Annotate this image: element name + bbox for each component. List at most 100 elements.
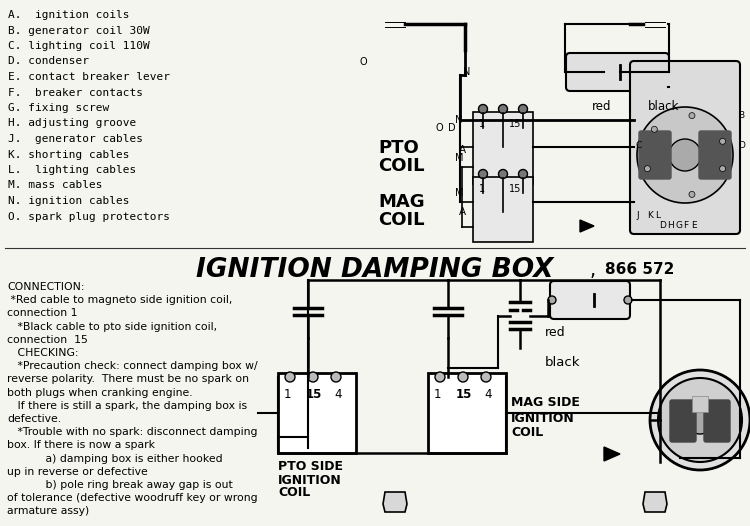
Circle shape — [651, 126, 657, 132]
Text: F: F — [683, 220, 688, 229]
Bar — [692, 396, 708, 412]
Text: M: M — [455, 188, 464, 198]
Text: *Precaution check: connect damping box w/: *Precaution check: connect damping box w… — [7, 361, 258, 371]
Text: O: O — [360, 57, 368, 67]
Text: CHECKING:: CHECKING: — [7, 348, 79, 358]
Text: PTO SIDE: PTO SIDE — [278, 460, 343, 473]
Text: J.  generator cables: J. generator cables — [8, 134, 143, 144]
Text: J: J — [636, 211, 638, 220]
Text: IGNITION: IGNITION — [511, 411, 574, 424]
FancyBboxPatch shape — [704, 400, 730, 442]
Text: M: M — [455, 153, 464, 163]
Circle shape — [686, 406, 714, 434]
Text: H. adjusting groove: H. adjusting groove — [8, 118, 136, 128]
Bar — [278, 373, 356, 453]
Circle shape — [644, 166, 650, 171]
Text: of tolerance (defective woodruff key or wrong: of tolerance (defective woodruff key or … — [7, 493, 258, 503]
Text: 866 572: 866 572 — [605, 262, 674, 278]
Text: a) damping box is either hooked: a) damping box is either hooked — [7, 453, 223, 463]
Text: 4: 4 — [484, 389, 491, 401]
Text: 4: 4 — [334, 389, 341, 401]
Text: N. ignition cables: N. ignition cables — [8, 196, 130, 206]
Circle shape — [499, 105, 508, 114]
Text: D: D — [659, 220, 666, 229]
Text: B: B — [738, 110, 744, 119]
Text: M. mass cables: M. mass cables — [8, 180, 103, 190]
Text: CONNECTION:: CONNECTION: — [7, 282, 85, 292]
Circle shape — [331, 372, 341, 382]
Text: G. fixing screw: G. fixing screw — [8, 103, 109, 113]
Circle shape — [435, 372, 445, 382]
Circle shape — [689, 191, 695, 197]
Circle shape — [478, 105, 488, 114]
Text: *Trouble with no spark: disconnect damping: *Trouble with no spark: disconnect dampi… — [7, 427, 257, 437]
Circle shape — [285, 372, 295, 382]
Text: D. condenser: D. condenser — [8, 56, 89, 66]
FancyBboxPatch shape — [566, 53, 669, 91]
Text: G: G — [675, 220, 682, 229]
Text: MAG SIDE: MAG SIDE — [511, 397, 580, 410]
Text: D: D — [448, 123, 455, 133]
Circle shape — [499, 169, 508, 178]
Text: COIL: COIL — [278, 487, 310, 500]
Text: up in reverse or defective: up in reverse or defective — [7, 467, 148, 477]
Text: connection 1: connection 1 — [7, 308, 77, 318]
Text: defective.: defective. — [7, 414, 62, 424]
Text: K. shorting cables: K. shorting cables — [8, 149, 130, 159]
Text: O: O — [435, 123, 442, 133]
Text: box. If there is now a spark: box. If there is now a spark — [7, 440, 155, 450]
Text: COIL: COIL — [378, 211, 424, 229]
Circle shape — [650, 370, 750, 470]
Circle shape — [689, 113, 695, 118]
Polygon shape — [643, 492, 667, 512]
Circle shape — [637, 107, 733, 203]
Text: N: N — [455, 115, 462, 125]
Circle shape — [518, 169, 527, 178]
Text: A.  ignition coils: A. ignition coils — [8, 10, 130, 20]
Text: A: A — [459, 145, 466, 155]
Text: IGNITION: IGNITION — [278, 473, 342, 487]
Circle shape — [658, 378, 742, 462]
Bar — [428, 373, 506, 453]
Text: 1: 1 — [479, 184, 485, 194]
Text: black: black — [648, 100, 680, 113]
Text: C: C — [636, 140, 642, 149]
FancyBboxPatch shape — [630, 61, 740, 234]
Text: K: K — [647, 211, 652, 220]
Polygon shape — [604, 447, 620, 461]
Text: connection  15: connection 15 — [7, 335, 88, 345]
Text: *Red cable to magneto side ignition coil,: *Red cable to magneto side ignition coil… — [7, 295, 232, 305]
Text: If there is still a spark, the damping box is: If there is still a spark, the damping b… — [7, 401, 248, 411]
Circle shape — [719, 138, 725, 144]
Circle shape — [548, 296, 556, 304]
Text: D: D — [738, 140, 745, 149]
Text: 15: 15 — [509, 184, 521, 194]
FancyBboxPatch shape — [670, 400, 696, 442]
Circle shape — [719, 166, 725, 171]
Circle shape — [624, 296, 632, 304]
Text: COIL: COIL — [378, 157, 424, 175]
Text: ,: , — [590, 260, 596, 279]
Text: *Black cable to pto side ignition coil,: *Black cable to pto side ignition coil, — [7, 321, 217, 331]
Text: b) pole ring break away gap is out: b) pole ring break away gap is out — [7, 480, 232, 490]
Text: 1: 1 — [284, 389, 292, 401]
Circle shape — [458, 372, 468, 382]
Text: O. spark plug protectors: O. spark plug protectors — [8, 211, 170, 221]
Text: E. contact breaker lever: E. contact breaker lever — [8, 72, 170, 82]
Text: PTO: PTO — [378, 139, 419, 157]
Text: 15: 15 — [306, 389, 322, 401]
Text: red: red — [592, 100, 611, 113]
Text: A: A — [459, 207, 466, 217]
Text: COIL: COIL — [511, 427, 543, 440]
Text: armature assy): armature assy) — [7, 507, 89, 517]
Text: black: black — [545, 357, 580, 369]
FancyBboxPatch shape — [639, 131, 671, 179]
Text: both plugs when cranking engine.: both plugs when cranking engine. — [7, 388, 193, 398]
FancyBboxPatch shape — [699, 131, 731, 179]
Polygon shape — [383, 492, 407, 512]
Text: 1: 1 — [434, 389, 442, 401]
Text: B. generator coil 30W: B. generator coil 30W — [8, 25, 150, 35]
Text: red: red — [545, 327, 566, 339]
Text: N: N — [463, 67, 470, 77]
Text: C. lighting coil 110W: C. lighting coil 110W — [8, 41, 150, 51]
